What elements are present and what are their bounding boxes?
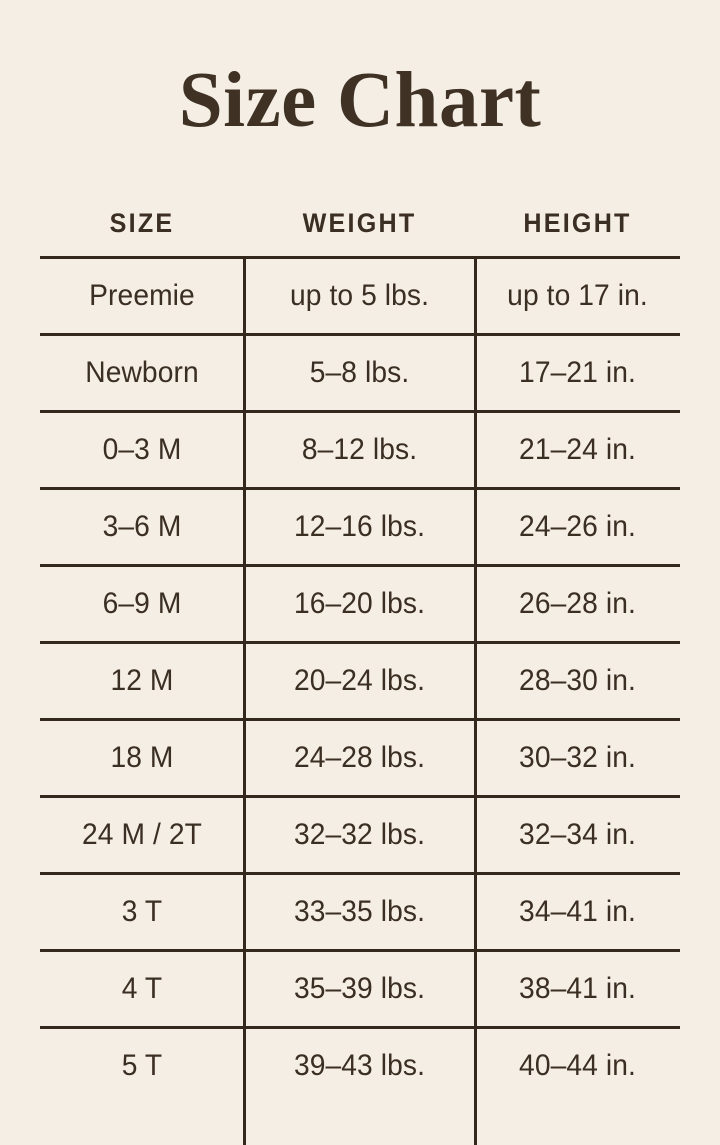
table-row: 0–3 M 8–12 lbs. 21–24 in.: [40, 413, 680, 490]
table-row: 3 T 33–35 lbs. 34–41 in.: [40, 875, 680, 952]
column-divider-1: [243, 259, 246, 1145]
cell-weight: 8–12 lbs.: [301, 433, 418, 466]
cell-weight: 5–8 lbs.: [309, 356, 410, 389]
size-chart-table: SIZE WEIGHT HEIGHT Preemie up to 5 lbs. …: [40, 190, 680, 1145]
table-row: 3–6 M 12–16 lbs. 24–26 in.: [40, 490, 680, 567]
column-header-size: SIZE: [109, 207, 175, 238]
cell-size: 4 T: [121, 972, 163, 1005]
cell-height: 21–24 in.: [519, 433, 636, 466]
cell-height: 26–28 in.: [519, 587, 636, 620]
table-body: Preemie up to 5 lbs. up to 17 in. Newbor…: [40, 256, 680, 1145]
cell-weight: 32–32 lbs.: [293, 818, 426, 851]
cell-weight: 20–24 lbs.: [293, 664, 426, 697]
cell-weight: up to 5 lbs.: [289, 279, 430, 312]
cell-height: 40–44 in.: [519, 1049, 636, 1082]
cell-height: 28–30 in.: [519, 664, 636, 697]
cell-size: 0–3 M: [102, 433, 182, 466]
cell-weight: 33–35 lbs.: [293, 895, 426, 928]
table-row: 12 M 20–24 lbs. 28–30 in.: [40, 644, 680, 721]
table-header-row: SIZE WEIGHT HEIGHT: [40, 190, 680, 256]
page-title: Size Chart: [178, 57, 542, 144]
cell-size: 3 T: [121, 895, 163, 928]
cell-weight: 12–16 lbs.: [293, 510, 426, 543]
table-row: 5 T 39–43 lbs. 40–44 in.: [40, 1029, 680, 1103]
table-row: 18 M 24–28 lbs. 30–32 in.: [40, 721, 680, 798]
table-row: 6–9 M 16–20 lbs. 26–28 in.: [40, 567, 680, 644]
cell-size: 18 M: [110, 741, 174, 774]
table-row: 24 M / 2T 32–32 lbs. 32–34 in.: [40, 798, 680, 875]
cell-height: 34–41 in.: [519, 895, 636, 928]
cell-size: Newborn: [85, 356, 199, 389]
table-row: Newborn 5–8 lbs. 17–21 in.: [40, 336, 680, 413]
cell-height: 24–26 in.: [519, 510, 636, 543]
cell-size: 24 M / 2T: [82, 818, 202, 851]
table-row: 4 T 35–39 lbs. 38–41 in.: [40, 952, 680, 1029]
cell-size: 5 T: [121, 1049, 163, 1082]
table-row: Preemie up to 5 lbs. up to 17 in.: [40, 259, 680, 336]
size-chart-page: Size Chart SIZE WEIGHT HEIGHT Preemie up…: [40, 57, 680, 1145]
cell-size: 6–9 M: [102, 587, 182, 620]
cell-weight: 35–39 lbs.: [293, 972, 426, 1005]
cell-height: 30–32 in.: [519, 741, 636, 774]
cell-height: 38–41 in.: [519, 972, 636, 1005]
cell-height: 32–34 in.: [519, 818, 636, 851]
cell-height: up to 17 in.: [507, 279, 648, 312]
cell-size: 12 M: [110, 664, 174, 697]
cell-size: Preemie: [89, 279, 195, 312]
column-divider-2: [474, 259, 477, 1145]
cell-size: 3–6 M: [102, 510, 182, 543]
cell-weight: 39–43 lbs.: [293, 1049, 426, 1082]
column-header-weight: WEIGHT: [302, 207, 417, 238]
cell-weight: 24–28 lbs.: [293, 741, 426, 774]
cell-height: 17–21 in.: [519, 356, 636, 389]
cell-weight: 16–20 lbs.: [293, 587, 426, 620]
column-header-height: HEIGHT: [523, 207, 632, 238]
